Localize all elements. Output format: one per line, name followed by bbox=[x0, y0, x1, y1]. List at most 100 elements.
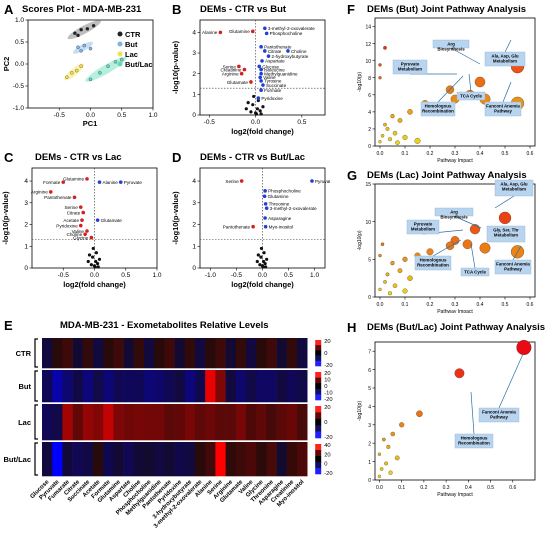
pathway-point bbox=[383, 122, 387, 127]
pathway-point bbox=[426, 248, 434, 256]
nonsignificant-point bbox=[259, 246, 264, 251]
y-tick-label: 4 bbox=[192, 178, 196, 185]
color-scale-label: 0 bbox=[324, 351, 327, 357]
pathway-callout-label: Recombination bbox=[458, 441, 490, 446]
color-scale-label: -20 bbox=[324, 471, 332, 477]
heatmap-cell bbox=[286, 370, 298, 403]
score-point bbox=[88, 77, 93, 82]
legend-label: CTR bbox=[125, 30, 141, 39]
heatmap-cell bbox=[276, 404, 288, 441]
nonsignificant-point bbox=[261, 265, 265, 269]
nonsignificant-point bbox=[93, 265, 97, 269]
pathway-analysis-butlac: 0.0 0.1 0.2 0.3 0.4 0.5 0.6 0 1 2 3 4 5 6 7 Pathway Imp… bbox=[357, 340, 536, 498]
pathway-callout bbox=[406, 219, 440, 235]
row-bracket bbox=[34, 338, 38, 368]
metabolite-label: Arginine bbox=[222, 71, 239, 76]
pathway-point bbox=[462, 239, 473, 250]
pathway-point bbox=[383, 280, 387, 284]
pathway-callout-label: Pathway bbox=[490, 415, 508, 420]
color-scale-segment bbox=[315, 377, 322, 384]
nonsignificant-point bbox=[249, 110, 253, 114]
heatmap-cell bbox=[195, 442, 206, 477]
metabolite-label: Pantothenate bbox=[44, 195, 72, 200]
x-tick-label: 0.4 bbox=[477, 151, 484, 157]
metabolite-label: Phosphocholine bbox=[268, 189, 301, 194]
color-scale-segment bbox=[315, 340, 322, 346]
pathway-point bbox=[390, 261, 395, 266]
heatmap-cell bbox=[256, 404, 267, 441]
pathway-callout-label: Gly, Ser, Thr bbox=[493, 228, 519, 233]
heatmap-cell bbox=[205, 370, 216, 403]
nonsignificant-point bbox=[255, 107, 260, 111]
x-tick-label: 0.0 bbox=[90, 272, 99, 279]
heatmap-cell bbox=[123, 442, 135, 477]
heatmap-cell bbox=[256, 338, 267, 369]
pathway-point bbox=[384, 461, 389, 466]
heatmap-cell bbox=[235, 442, 247, 477]
score-point bbox=[76, 45, 80, 50]
heatmap-cell bbox=[133, 338, 145, 369]
heatmap-cell bbox=[276, 338, 288, 369]
metabolite-label: Arginine bbox=[31, 190, 48, 195]
heatmap-cell bbox=[256, 442, 267, 477]
metabolite-label: Formate bbox=[43, 180, 61, 185]
score-point bbox=[91, 23, 96, 28]
heatmap-cell bbox=[93, 442, 104, 477]
heatmap-cell bbox=[195, 338, 206, 369]
y-axis-label: -log10(p) bbox=[357, 230, 363, 250]
score-point bbox=[73, 31, 77, 35]
y-tick-label: 0 bbox=[24, 265, 28, 272]
metabolite-point bbox=[83, 232, 87, 237]
pathway-point bbox=[395, 140, 400, 145]
metabolite-point bbox=[286, 49, 290, 53]
y-tick-label: 15 bbox=[365, 182, 371, 188]
x-tick-label: 0.6 bbox=[509, 485, 516, 491]
legend-marker bbox=[117, 41, 123, 47]
heatmap-cell bbox=[164, 404, 175, 441]
pathway-callout-label: TCA Cycle bbox=[464, 270, 486, 275]
y-tick-label: 0.0 bbox=[15, 61, 24, 68]
pathway-point bbox=[397, 268, 403, 274]
y-tick-label: 3 bbox=[192, 50, 196, 57]
callout-arrow bbox=[504, 39, 512, 53]
color-scale-segment bbox=[315, 425, 322, 432]
heatmap-cell bbox=[205, 338, 216, 369]
pathway-point bbox=[387, 291, 393, 296]
nonsignificant-point bbox=[263, 262, 267, 266]
pathway-point bbox=[378, 287, 382, 292]
heatmap-cell bbox=[103, 370, 114, 403]
nonsignificant-point bbox=[261, 105, 265, 109]
heatmap-cell bbox=[256, 370, 267, 403]
metabolite-point bbox=[258, 75, 262, 80]
metabolite-point bbox=[95, 218, 100, 222]
heatmap-cell bbox=[42, 404, 53, 441]
heatmap-cell bbox=[235, 404, 247, 441]
nonsignificant-point bbox=[264, 265, 268, 269]
y-tick-label: 2 bbox=[368, 441, 371, 447]
y-tick-label: 14 bbox=[365, 25, 371, 31]
pathway-callout bbox=[494, 179, 534, 197]
panel-letter: H bbox=[347, 320, 357, 335]
metabolite-point bbox=[72, 195, 77, 200]
heatmap-cell bbox=[297, 338, 308, 369]
pathway-callout-label: Metabolism bbox=[494, 233, 518, 238]
x-tick-label: 0.5 bbox=[121, 272, 130, 279]
heatmap-cell bbox=[174, 370, 186, 403]
pathway-point bbox=[378, 76, 382, 80]
y-tick-label: -0.5 bbox=[13, 83, 25, 90]
heatmap-cell bbox=[113, 338, 124, 369]
metabolite-point bbox=[61, 180, 66, 184]
pathway-point bbox=[382, 437, 386, 442]
metabolite-label: Pyruvate bbox=[315, 179, 330, 184]
heatmap-cell bbox=[154, 338, 165, 369]
heatmap-cell bbox=[154, 442, 165, 477]
pathway-callout-label: Pyruvate bbox=[401, 62, 420, 67]
pathway-point bbox=[474, 76, 486, 88]
heatmap-cell bbox=[205, 442, 216, 477]
score-point bbox=[79, 64, 83, 68]
metabolite-point bbox=[263, 49, 267, 53]
metabolite-label: Aspartate bbox=[265, 59, 285, 64]
score-point bbox=[82, 43, 87, 48]
metabolite-point bbox=[256, 96, 261, 100]
pathway-callout-label: Recombination bbox=[422, 109, 454, 114]
